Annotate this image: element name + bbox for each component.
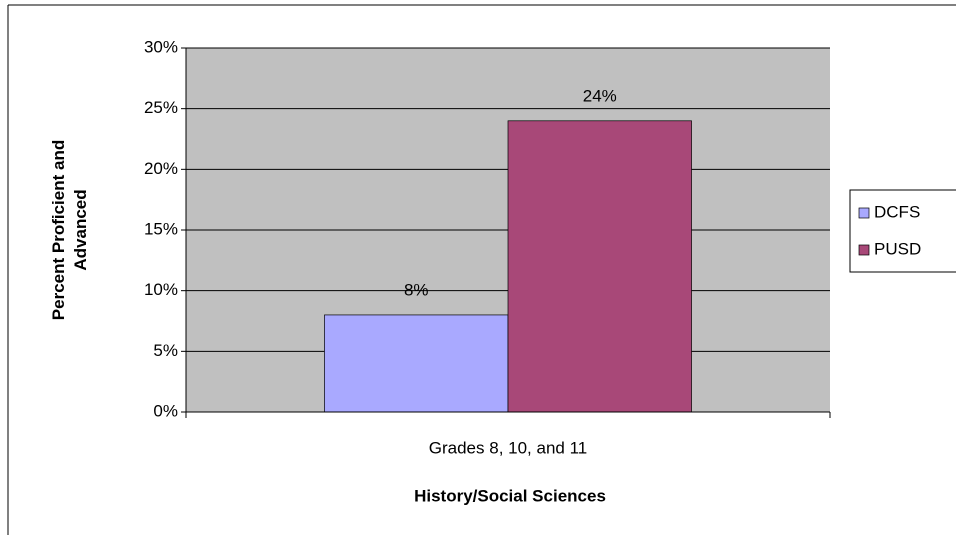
- y-tick-label: 20%: [144, 159, 178, 178]
- x-axis-label: History/Social Sciences: [414, 486, 606, 505]
- y-tick-label: 30%: [144, 37, 178, 56]
- data-label: 24%: [583, 86, 617, 105]
- y-axis-label-box: Percent Proficient and Advanced: [49, 139, 90, 321]
- legend-label: PUSD: [874, 239, 921, 258]
- y-tick-label: 0%: [153, 401, 178, 420]
- y-tick-label: 25%: [144, 98, 178, 117]
- y-tick-label: 5%: [153, 341, 178, 360]
- legend-swatch: [858, 244, 870, 256]
- legend: [849, 189, 956, 273]
- data-label: 8%: [404, 280, 429, 299]
- bar: [507, 120, 692, 413]
- y-axis-label: Percent Proficient and Advanced: [49, 139, 90, 321]
- bar: [324, 314, 509, 413]
- legend-swatch: [858, 207, 870, 219]
- y-tick-label: 15%: [144, 219, 178, 238]
- x-tick-label: Grades 8, 10, and 11: [429, 438, 587, 457]
- y-tick-label: 10%: [144, 280, 178, 299]
- legend-label: DCFS: [874, 202, 920, 221]
